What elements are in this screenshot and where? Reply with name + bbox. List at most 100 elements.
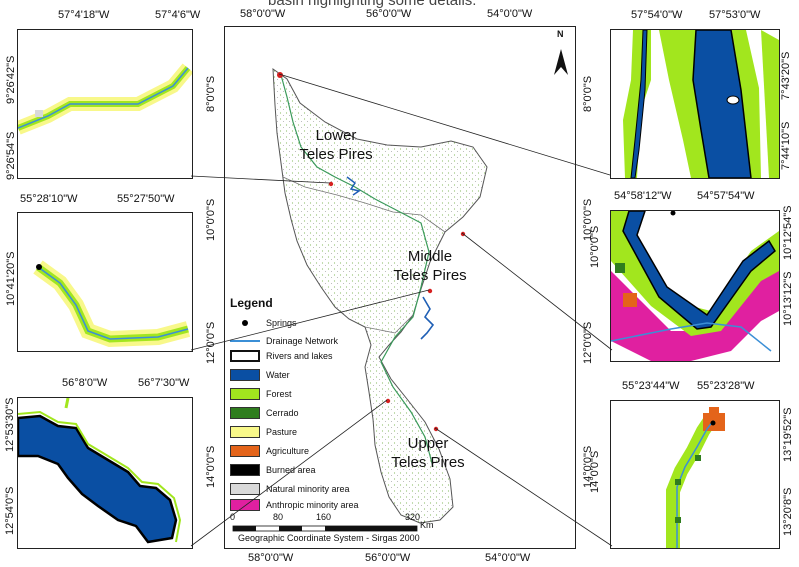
- legend-label-agriculture: Agriculture: [266, 446, 310, 456]
- inset-bl-left-tick-2: 12°54'0"S: [4, 486, 16, 535]
- region-middle-line1: Middle: [407, 248, 453, 265]
- header-fragment: basin highlighting some details.: [268, 0, 477, 9]
- crs-label: Geographic Coordinate System - Sirgas 20…: [238, 533, 420, 543]
- inset-bl-top-tick-1: 56°8'0"W: [62, 377, 108, 389]
- legend-item-pasture: Pasture: [230, 426, 297, 438]
- springs-dot-icon: [230, 318, 260, 328]
- legend-item-springs: Springs: [230, 318, 297, 328]
- legend-item-rivers: Rivers and lakes: [230, 350, 333, 362]
- legend-title: Legend: [230, 296, 273, 310]
- anthropic-minority-swatch: [230, 499, 260, 511]
- region-middle-teles-pires: Middle Teles Pires: [384, 247, 476, 285]
- inset-mr-right-tick-2: 10°13'12"S: [782, 271, 794, 326]
- drainage-line-icon: [230, 340, 260, 342]
- legend-label-forest: Forest: [266, 389, 292, 399]
- legend-label-cerrado: Cerrado: [266, 408, 299, 418]
- main-left-tick-1: 8°0'0"S: [205, 75, 217, 112]
- inset-mid-left: [17, 212, 193, 352]
- spring-marker-4: [427, 288, 433, 294]
- inset-tr-top-tick-1: 57°54'0"W: [631, 9, 683, 21]
- legend-item-burned: Burned area: [230, 464, 316, 476]
- inset-ml-left-tick-1: 10°41'20"S: [5, 251, 17, 306]
- inset-tr-right-tick-1: 7°43'20"S: [780, 51, 792, 100]
- legend-label-drainage: Drainage Network: [266, 336, 339, 346]
- region-lower-line1: Lower: [315, 127, 357, 144]
- inset-bl-top-tick-2: 56°7'30"W: [138, 377, 190, 389]
- scale-tick-80: 80: [273, 512, 284, 522]
- pasture-swatch: [230, 426, 260, 438]
- inset-top-right: [610, 29, 780, 179]
- legend-label-burned: Burned area: [266, 465, 316, 475]
- legend-label-water: Water: [266, 370, 290, 380]
- natural-minority-swatch: [230, 483, 260, 495]
- main-left-tick-4: 14°0'0"S: [205, 445, 217, 488]
- inset-tr-right-tick-2: 7°44'10"S: [780, 121, 792, 170]
- scale-tick-160: 160: [316, 512, 332, 522]
- inset-br-right-tick-2: 13°20'8"S: [782, 487, 794, 536]
- lake-2: [420, 296, 435, 340]
- inset-tr-top-tick-2: 57°53'0"W: [709, 9, 761, 21]
- region-lower-teles-pires: Lower Teles Pires: [290, 126, 382, 164]
- lake-1: [346, 176, 361, 196]
- main-right-tick-1: 8°0'0"S: [582, 75, 594, 112]
- scale-bar: [232, 525, 418, 532]
- inset-top-left: [17, 29, 193, 179]
- inset-mr-left-tick: 10°0'0"S: [589, 225, 601, 268]
- scale-unit: Km: [420, 520, 434, 530]
- main-top-tick-3: 54°0'0"W: [487, 8, 533, 20]
- region-upper-line1: Upper: [407, 435, 449, 452]
- inset-br-right-tick-1: 13°19'52"S: [782, 407, 794, 462]
- legend-item-cerrado: Cerrado: [230, 407, 299, 419]
- region-divider-lower: [282, 176, 446, 233]
- forest-swatch: [230, 388, 260, 400]
- legend-label-anthropic-minority: Anthropic minority area: [266, 500, 359, 510]
- legend-label-rivers: Rivers and lakes: [266, 351, 333, 361]
- cerrado-swatch: [230, 407, 260, 419]
- main-top-tick-2: 56°0'0"W: [366, 8, 412, 20]
- main-bottom-tick-1: 58°0'0"W: [248, 552, 294, 564]
- legend-item-forest: Forest: [230, 388, 292, 400]
- legend-label-natural-minority: Natural minority area: [266, 484, 350, 494]
- inset-mid-right: [610, 210, 780, 362]
- inset-ml-top-tick-1: 55°28'10"W: [20, 193, 78, 205]
- inset-mr-top-tick-1: 54°58'12"W: [614, 190, 672, 202]
- inset-tl-left-tick-1: 9°26'42"S: [5, 55, 17, 104]
- spring-marker-5: [385, 398, 391, 404]
- inset-tl-top-tick-2: 57°4'6"W: [155, 9, 201, 21]
- inset-mr-right-tick-1: 10°12'54"S: [782, 205, 794, 260]
- legend-item-natural-minority: Natural minority area: [230, 483, 350, 495]
- water-swatch: [230, 369, 260, 381]
- legend-item-agriculture: Agriculture: [230, 445, 309, 457]
- legend-label-pasture: Pasture: [266, 427, 298, 437]
- legend-item-anthropic-minority: Anthropic minority area: [230, 499, 359, 511]
- legend-label-springs: Springs: [266, 318, 297, 328]
- main-left-tick-2: 10°0'0"S: [205, 198, 217, 241]
- legend-item-drainage: Drainage Network: [230, 336, 338, 346]
- agriculture-swatch: [230, 445, 260, 457]
- main-top-tick-1: 58°0'0"W: [240, 8, 286, 20]
- scale-tick-320: 320: [405, 512, 421, 522]
- main-bottom-tick-2: 56°0'0"W: [365, 552, 411, 564]
- main-right-tick-3: 12°0'0"S: [582, 321, 594, 364]
- main-left-tick-3: 12°0'0"S: [205, 321, 217, 364]
- region-upper-teles-pires: Upper Teles Pires: [382, 434, 474, 472]
- inset-bl-left-tick-1: 12°53'30"S: [4, 397, 16, 452]
- spring-marker-1: [277, 72, 283, 78]
- inset-br-left-tick: 14°0'0"S: [589, 450, 601, 493]
- legend-item-water: Water: [230, 369, 290, 381]
- inset-br-top-tick-1: 55°23'44"W: [622, 380, 680, 392]
- inset-bottom-right: [610, 400, 780, 549]
- region-upper-line2: Teles Pires: [391, 454, 465, 471]
- north-arrow-icon: [554, 49, 568, 75]
- inset-tl-top-tick-1: 57°4'18"W: [58, 9, 110, 21]
- spring-marker-3: [460, 231, 466, 237]
- spring-marker-2: [328, 181, 334, 187]
- inset-br-top-tick-2: 55°23'28"W: [697, 380, 755, 392]
- burned-swatch: [230, 464, 260, 476]
- inset-mr-top-tick-2: 54°57'54"W: [697, 190, 755, 202]
- region-middle-line2: Teles Pires: [393, 267, 467, 284]
- spring-marker-6: [433, 426, 439, 432]
- main-bottom-tick-3: 54°0'0"W: [485, 552, 531, 564]
- inset-bottom-left: [17, 397, 193, 549]
- inset-ml-top-tick-2: 55°27'50"W: [117, 193, 175, 205]
